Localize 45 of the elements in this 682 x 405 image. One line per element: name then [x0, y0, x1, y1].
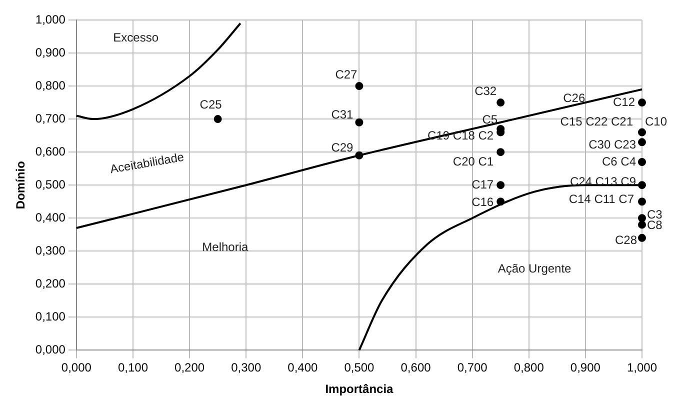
x-tick-label: 0,400: [288, 360, 318, 375]
x-tick-label: 0,900: [570, 360, 601, 375]
x-axis-title: Importância: [325, 382, 394, 396]
annotation: C14 C11 C7: [568, 192, 634, 206]
x-tick-label: 0,000: [61, 360, 92, 375]
x-tick-label: 0,500: [344, 360, 375, 375]
x-tick-label: 0,700: [457, 360, 488, 375]
annotation: C6 C4: [602, 154, 636, 168]
annotation: C27: [335, 67, 358, 82]
x-tick-label: 0,300: [231, 360, 262, 375]
annotation: C28: [614, 233, 638, 248]
annotation: C15 C22 C21: [560, 114, 634, 129]
annotation: C32: [474, 84, 497, 98]
y-tick-label: 0,600: [35, 144, 66, 158]
annotation: C25: [200, 97, 222, 112]
y-tick-label: 0,700: [35, 111, 66, 126]
y-axis-title: Domínio: [14, 161, 28, 210]
y-tick-label: 0,900: [35, 45, 66, 60]
annotation: Melhoria: [202, 240, 249, 254]
y-tick-label: 1,000: [35, 12, 66, 26]
annotation: C20 C1: [452, 154, 494, 168]
y-tick-label: 0,500: [35, 177, 66, 192]
annotation: C17: [472, 177, 494, 192]
y-tick-label: 0,200: [35, 276, 66, 290]
y-tick-label: 0,100: [35, 309, 66, 324]
annotation: C31: [331, 108, 354, 122]
annotation: Aceitabilidade: [109, 150, 186, 176]
x-tick-label: 0,200: [174, 360, 205, 375]
y-tick-label: 0,300: [35, 243, 66, 258]
x-tick-label: 0,100: [118, 360, 148, 375]
annotation: C30 C23: [588, 137, 636, 152]
y-tick-label: 0,400: [35, 210, 66, 224]
annotation: C10: [645, 114, 668, 129]
y-tick-label: 0,000: [35, 342, 66, 357]
annotation: C26: [563, 91, 586, 106]
y-tick-label: 0,800: [35, 78, 66, 92]
annotation: C5: [482, 112, 498, 126]
x-tick-label: 1,000: [626, 360, 658, 375]
annotation: C29: [331, 140, 354, 155]
annotation: Excesso: [113, 30, 159, 44]
annotation: C12: [612, 94, 636, 109]
annotation: Ação Urgente: [498, 262, 572, 276]
annotation: C16: [472, 194, 494, 209]
x-tick-label: 0,600: [400, 360, 432, 375]
x-tick-label: 0,800: [514, 360, 544, 375]
